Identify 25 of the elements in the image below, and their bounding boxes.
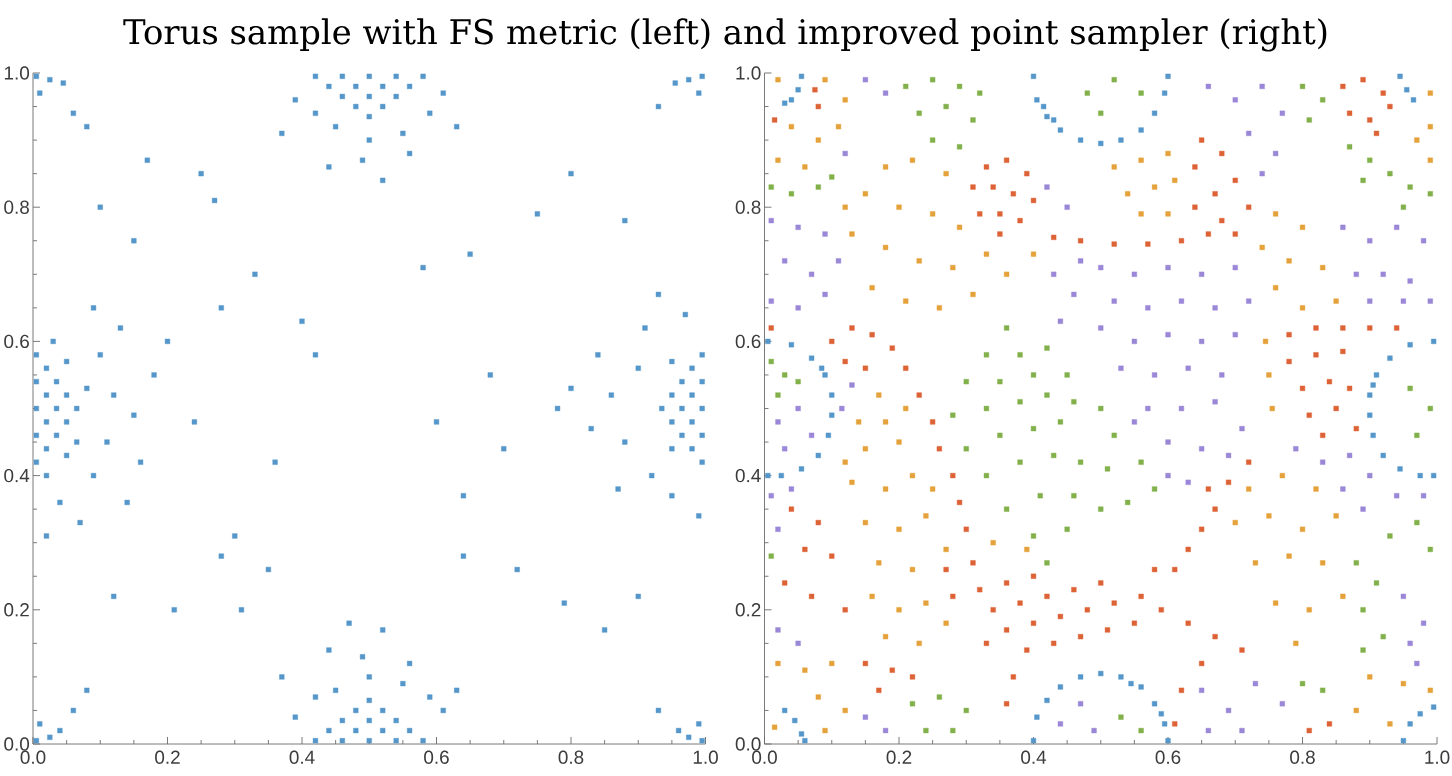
x-tick-label: 0.8 — [558, 750, 584, 764]
y-tick-label: 0.4 — [4, 468, 30, 483]
y-tick-label: 0.2 — [4, 603, 29, 617]
x-tick-label: 0.4 — [289, 750, 315, 764]
x-tick-label: 0.2 — [886, 750, 912, 764]
chart-title: Torus sample with FS metric (left) and improved point sampler (right) — [123, 18, 1327, 52]
x-tick-label: 0.0 — [20, 750, 46, 764]
y-tick-label: 0.8 — [735, 200, 761, 214]
y-tick-label: 0.6 — [735, 334, 761, 349]
y-tick-label: 0.0 — [4, 737, 30, 751]
x-tick-label: 1.0 — [1425, 750, 1450, 764]
x-tick-label: 1.0 — [693, 750, 718, 764]
y-tick-label: 1.0 — [736, 66, 761, 80]
x-tick-label: 0.6 — [1155, 750, 1181, 764]
y-tick-label: 0.2 — [735, 603, 761, 617]
x-tick-label: 0.6 — [424, 750, 449, 764]
y-tick-label: 0.6 — [4, 334, 29, 349]
x-tick-label: 0.4 — [1021, 750, 1047, 764]
y-tick-label: 0.4 — [735, 468, 761, 483]
y-tick-label: 0.8 — [4, 200, 29, 214]
x-tick-label: 0.2 — [155, 750, 180, 764]
y-tick-label: 1.0 — [4, 66, 30, 80]
x-tick-label: 0.0 — [752, 750, 777, 764]
y-tick-label: 0.0 — [735, 737, 761, 751]
x-tick-label: 0.8 — [1290, 750, 1315, 764]
